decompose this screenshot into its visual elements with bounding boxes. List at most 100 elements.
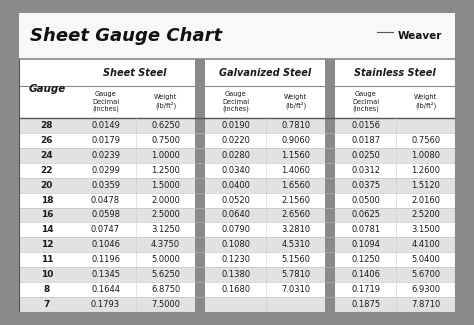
Bar: [325, 59, 335, 312]
Bar: [75, 252, 195, 267]
Text: 0.0375: 0.0375: [351, 181, 380, 189]
Text: 2.1560: 2.1560: [281, 196, 310, 204]
Bar: [335, 118, 455, 133]
Text: 0.0299: 0.0299: [91, 166, 120, 175]
Text: Weaver: Weaver: [398, 31, 442, 41]
Bar: [205, 222, 325, 237]
Bar: [335, 193, 455, 207]
Bar: [75, 193, 195, 207]
Text: 5.0400: 5.0400: [411, 255, 440, 264]
Bar: [19, 237, 75, 252]
Bar: [335, 282, 455, 297]
Text: Gauge
Decimal
(inches): Gauge Decimal (inches): [222, 91, 249, 112]
Text: 24: 24: [41, 151, 53, 160]
Bar: [205, 163, 325, 178]
Text: 0.0340: 0.0340: [221, 166, 250, 175]
Text: 0.1875: 0.1875: [351, 300, 380, 309]
Text: 1.5000: 1.5000: [151, 181, 180, 189]
Bar: [19, 193, 75, 207]
Text: 0.0598: 0.0598: [91, 211, 120, 219]
Bar: [19, 13, 455, 59]
Bar: [75, 133, 195, 148]
Text: 0.0500: 0.0500: [351, 196, 380, 204]
Bar: [19, 178, 75, 193]
Text: 1.4060: 1.4060: [281, 166, 310, 175]
Bar: [75, 178, 195, 193]
Bar: [205, 252, 325, 267]
Bar: [335, 207, 455, 222]
Bar: [335, 237, 455, 252]
Bar: [19, 118, 75, 133]
Bar: [75, 163, 195, 178]
Text: 0.1345: 0.1345: [91, 270, 120, 279]
Text: Gauge: Gauge: [28, 84, 65, 94]
Text: 0.9060: 0.9060: [281, 136, 310, 145]
Bar: [335, 222, 455, 237]
Text: 4.3750: 4.3750: [151, 240, 180, 249]
Text: 0.0179: 0.0179: [91, 136, 120, 145]
Text: 0.0220: 0.0220: [221, 136, 250, 145]
Text: 5.6700: 5.6700: [411, 270, 440, 279]
Text: 1.6560: 1.6560: [281, 181, 310, 189]
Text: 0.1406: 0.1406: [351, 270, 380, 279]
Text: 0.0359: 0.0359: [91, 181, 120, 189]
Bar: [19, 59, 455, 86]
Text: 0.1094: 0.1094: [351, 240, 380, 249]
Text: 16: 16: [41, 211, 53, 219]
Text: 0.1046: 0.1046: [91, 240, 120, 249]
Bar: [75, 118, 195, 133]
Text: 0.0312: 0.0312: [351, 166, 380, 175]
Bar: [75, 267, 195, 282]
Bar: [195, 59, 205, 312]
Text: 11: 11: [41, 255, 53, 264]
Bar: [19, 163, 75, 178]
Text: Weight
(lb/ft²): Weight (lb/ft²): [284, 94, 307, 109]
Text: Weight
(lb/ft²): Weight (lb/ft²): [414, 94, 438, 109]
Text: 0.0280: 0.0280: [221, 151, 250, 160]
Text: Gauge
Decimal
(inches): Gauge Decimal (inches): [352, 91, 379, 112]
Bar: [19, 267, 75, 282]
Text: 0.1680: 0.1680: [221, 285, 250, 294]
Text: 7.0310: 7.0310: [281, 285, 310, 294]
Text: 0.7810: 0.7810: [281, 121, 310, 130]
Text: 0.0640: 0.0640: [221, 211, 250, 219]
Text: 0.7560: 0.7560: [411, 136, 440, 145]
Text: 2.5000: 2.5000: [151, 211, 180, 219]
Text: 0.7500: 0.7500: [151, 136, 180, 145]
Text: 0.1080: 0.1080: [221, 240, 250, 249]
Text: 1.1560: 1.1560: [281, 151, 310, 160]
Bar: [19, 297, 75, 312]
Text: 3.1500: 3.1500: [411, 226, 440, 234]
Text: 0.0781: 0.0781: [351, 226, 380, 234]
Bar: [335, 267, 455, 282]
Bar: [335, 148, 455, 163]
Text: 7: 7: [44, 300, 50, 309]
Bar: [335, 133, 455, 148]
Text: 0.0400: 0.0400: [221, 181, 250, 189]
Text: Gauge
Decimal
(inches): Gauge Decimal (inches): [92, 91, 119, 112]
Text: 0.0478: 0.0478: [91, 196, 120, 204]
Bar: [19, 148, 75, 163]
Bar: [205, 118, 325, 133]
Text: 1.2500: 1.2500: [151, 166, 180, 175]
Text: 22: 22: [41, 166, 53, 175]
Bar: [335, 252, 455, 267]
Bar: [205, 148, 325, 163]
Text: 2.5200: 2.5200: [411, 211, 440, 219]
Bar: [19, 222, 75, 237]
Text: 0.0747: 0.0747: [91, 226, 120, 234]
Text: 26: 26: [41, 136, 53, 145]
Text: 4.5310: 4.5310: [281, 240, 310, 249]
Bar: [205, 237, 325, 252]
Bar: [75, 148, 195, 163]
Text: Weight
(lb/ft²): Weight (lb/ft²): [154, 94, 177, 109]
Text: 8: 8: [44, 285, 50, 294]
Text: 5.6250: 5.6250: [151, 270, 180, 279]
Text: 1.0080: 1.0080: [411, 151, 440, 160]
Text: 3.2810: 3.2810: [281, 226, 310, 234]
Bar: [335, 178, 455, 193]
Text: 1.2600: 1.2600: [411, 166, 440, 175]
Text: 6.9300: 6.9300: [411, 285, 440, 294]
Text: 0.0190: 0.0190: [221, 121, 250, 130]
Text: 7.5000: 7.5000: [151, 300, 180, 309]
